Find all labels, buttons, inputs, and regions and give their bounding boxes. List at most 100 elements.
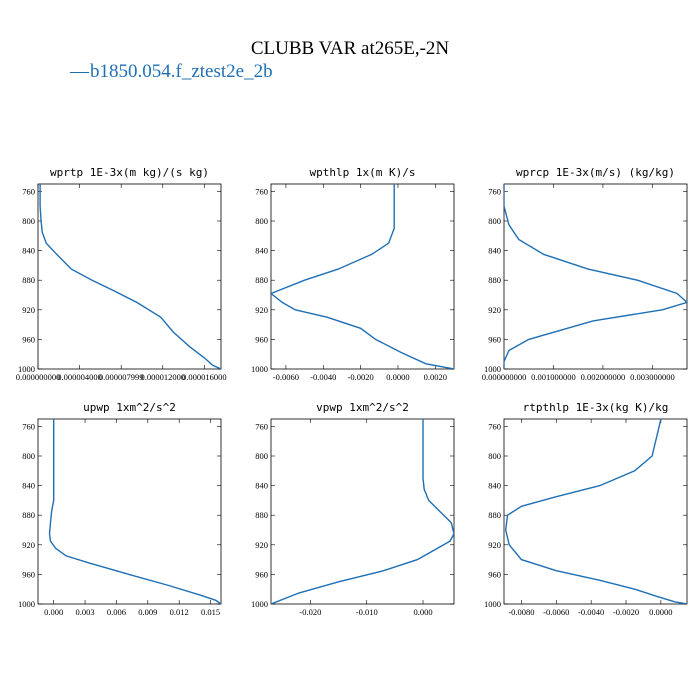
panel-title: wpthlp 1x(m K)/s: [310, 166, 416, 179]
y-tick-label: 880: [22, 275, 35, 285]
panel-title: wprcp 1E-3x(m/s) (kg/kg): [516, 166, 675, 179]
x-tick-label: -0.0040: [578, 607, 604, 617]
x-tick-label: 0.003: [75, 607, 94, 617]
figure-title: CLUBB VAR at265E,-2N: [251, 38, 450, 59]
y-tick-label: 960: [255, 569, 268, 579]
x-tick-label: 0.000000000: [482, 372, 527, 382]
x-tick-label: 0.012: [170, 607, 189, 617]
y-tick-label: 960: [488, 569, 501, 579]
x-tick-label: 0.000016000: [182, 372, 227, 382]
y-tick-label: 760: [488, 421, 501, 431]
plot-frame: [37, 418, 222, 605]
y-tick-label: 1000: [484, 364, 501, 374]
y-tick-label: 920: [488, 540, 501, 550]
panel-title: rtpthlp 1E-3x(kg K)/kg: [523, 401, 669, 414]
y-tick-label: 920: [255, 540, 268, 550]
y-tick-label: 760: [22, 421, 35, 431]
panels-grid: wprtp 1E-3x(m kg)/(s kg) 760 800 840 880 920 9…: [16, 166, 688, 617]
plot-frame: [270, 183, 455, 370]
x-tick-label: 0.015: [201, 607, 220, 617]
panel-title: wprtp 1E-3x(m kg)/(s kg): [50, 166, 209, 179]
y-tick-label: 1000: [251, 364, 268, 374]
y-tick-label: 840: [488, 481, 501, 491]
y-tick-label: 920: [22, 540, 35, 550]
x-tick-label: -0.0020: [613, 607, 639, 617]
y-tick-label: 840: [255, 481, 268, 491]
x-tick-label: 0.0020: [424, 372, 447, 382]
y-tick-label: 880: [255, 510, 268, 520]
x-tick-label: -0.0060: [273, 372, 299, 382]
panel-2: wpthlp 1x(m K)/s 760 800 840 880 920 960 1000 -0…: [251, 166, 455, 382]
plot-frame: [503, 183, 688, 370]
x-tick-label: 0.000: [44, 607, 63, 617]
x-tick-label: 0.006: [107, 607, 126, 617]
x-tick-label: -0.0020: [348, 372, 374, 382]
legend-label: b1850.054.f_ztest2e_2b: [90, 61, 273, 82]
panel-5: vpwp 1xm^2/s^2 760 800 840 880 920 960 1000 -0.0…: [251, 401, 455, 617]
y-tick-label: 800: [22, 451, 35, 461]
x-tick-label: -0.020: [299, 607, 321, 617]
panel-6: rtpthlp 1E-3x(kg K)/kg 760 800 840 880 920 960…: [484, 401, 688, 617]
y-tick-label: 880: [488, 510, 501, 520]
x-tick-label: -0.0080: [508, 607, 534, 617]
y-tick-label: 960: [488, 334, 501, 344]
series-line: [48, 419, 221, 604]
x-tick-label: -0.0040: [310, 372, 336, 382]
x-tick-label: -0.010: [356, 607, 378, 617]
x-tick-label: 0.0000: [386, 372, 409, 382]
panel-3: wprcp 1E-3x(m/s) (kg/kg) 760 800 840 880 920 9…: [482, 166, 688, 382]
y-tick-label: 840: [22, 481, 35, 491]
y-tick-label: 880: [22, 510, 35, 520]
y-tick-label: 960: [22, 334, 35, 344]
y-tick-label: 1000: [18, 364, 35, 374]
series-line: [271, 184, 454, 369]
series-line: [504, 184, 687, 369]
x-tick-label: 0.000004000: [57, 372, 102, 382]
y-tick-label: 800: [488, 451, 501, 461]
x-tick-label: -0.0060: [543, 607, 569, 617]
x-tick-label: 0.009: [138, 607, 157, 617]
x-tick-label: 0.0000: [649, 607, 672, 617]
x-tick-label: 0.001000000: [531, 372, 576, 382]
x-tick-label: 0.000007999: [99, 372, 144, 382]
y-tick-label: 880: [255, 275, 268, 285]
legend-marker: —: [69, 61, 90, 82]
x-tick-label: 0.003000000: [630, 372, 675, 382]
y-tick-label: 1000: [484, 599, 501, 609]
y-tick-label: 960: [255, 334, 268, 344]
y-tick-label: 760: [488, 186, 501, 196]
series-line: [504, 419, 687, 604]
y-tick-label: 1000: [251, 599, 268, 609]
series-line: [39, 184, 221, 369]
panel-title: upwp 1xm^2/s^2: [83, 401, 176, 414]
panel-1: wprtp 1E-3x(m kg)/(s kg) 760 800 840 880 920 9…: [16, 166, 227, 382]
y-tick-label: 920: [488, 305, 501, 315]
y-tick-label: 800: [255, 216, 268, 226]
y-tick-label: 800: [488, 216, 501, 226]
y-tick-label: 840: [22, 246, 35, 256]
y-tick-label: 960: [22, 569, 35, 579]
x-tick-label: 0.000000000: [16, 372, 61, 382]
y-tick-label: 880: [488, 275, 501, 285]
legend: — b1850.054.f_ztest2e_2b: [69, 61, 273, 82]
y-tick-label: 760: [22, 186, 35, 196]
panel-4: upwp 1xm^2/s^2 760 800 840 880 920 960 1000 0.00…: [18, 401, 222, 617]
plot-frame: [37, 183, 222, 370]
y-tick-label: 760: [255, 186, 268, 196]
x-tick-label: 0.000: [413, 607, 432, 617]
x-tick-label: 0.002000000: [581, 372, 626, 382]
panel-title: vpwp 1xm^2/s^2: [316, 401, 409, 414]
plot-frame: [503, 418, 688, 605]
y-tick-label: 840: [255, 246, 268, 256]
y-tick-label: 920: [22, 305, 35, 315]
y-tick-label: 800: [22, 216, 35, 226]
y-tick-label: 840: [488, 246, 501, 256]
y-tick-label: 1000: [18, 599, 35, 609]
x-tick-label: 0.000012000: [140, 372, 185, 382]
y-tick-label: 920: [255, 305, 268, 315]
series-line: [271, 419, 454, 604]
y-tick-label: 800: [255, 451, 268, 461]
plot-frame: [270, 418, 455, 605]
y-tick-label: 760: [255, 421, 268, 431]
